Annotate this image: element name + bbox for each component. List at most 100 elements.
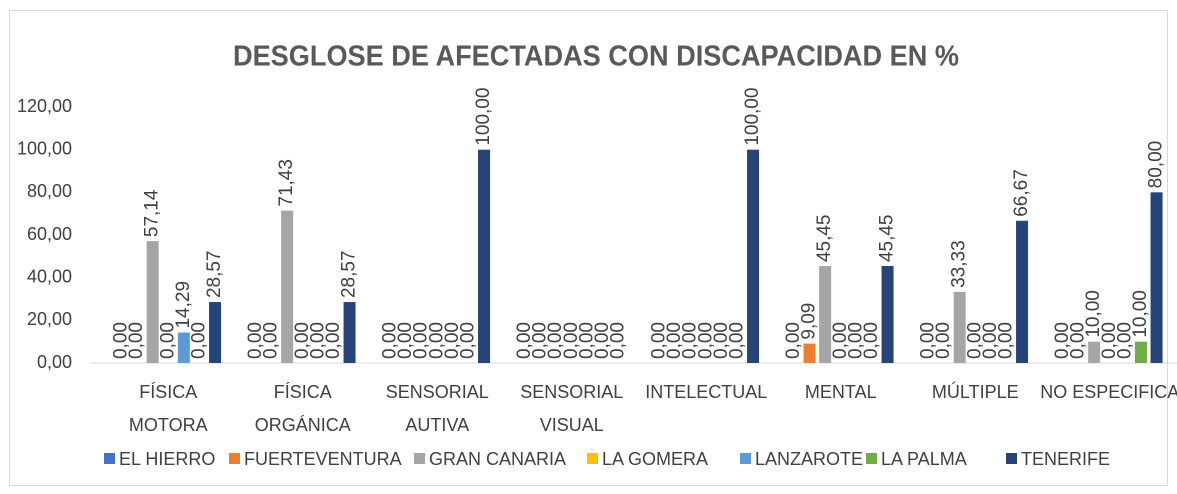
x-tick-label: MÚLTIPLE bbox=[932, 381, 1019, 402]
value-label: 9,09 bbox=[799, 303, 820, 340]
value-label: 0,00 bbox=[861, 322, 882, 359]
value-label: 0,00 bbox=[292, 322, 313, 359]
legend-swatch bbox=[104, 453, 115, 464]
value-label: 28,57 bbox=[339, 251, 360, 299]
bar bbox=[747, 149, 760, 363]
value-label: 0,00 bbox=[995, 322, 1016, 359]
value-label: 0,00 bbox=[307, 322, 328, 359]
value-label: 71,43 bbox=[276, 159, 297, 207]
value-label: 0,00 bbox=[157, 322, 178, 359]
value-label: 10,00 bbox=[1130, 290, 1151, 338]
bar bbox=[881, 266, 894, 363]
value-label: 0,00 bbox=[530, 322, 551, 359]
value-label: 0,00 bbox=[261, 322, 282, 359]
value-label: 33,33 bbox=[949, 240, 970, 288]
bar bbox=[343, 302, 356, 363]
y-tick-label: 100,00 bbox=[17, 138, 72, 158]
value-label: 0,00 bbox=[845, 322, 866, 359]
x-tick-label: INTELECTUAL bbox=[645, 382, 767, 402]
bar bbox=[1150, 192, 1163, 363]
y-tick-label: 80,00 bbox=[27, 181, 72, 201]
chart-frame bbox=[9, 10, 1168, 486]
value-label: 14,29 bbox=[173, 281, 194, 329]
bar bbox=[1134, 341, 1147, 363]
value-label: 66,67 bbox=[1011, 169, 1032, 217]
legend-swatch bbox=[866, 453, 877, 464]
value-label: 0,00 bbox=[411, 322, 432, 359]
value-label: 80,00 bbox=[1146, 141, 1167, 189]
value-label: 0,00 bbox=[110, 322, 131, 359]
value-label: 0,00 bbox=[514, 322, 535, 359]
x-tick-label: NO ESPECIFICA bbox=[1040, 382, 1177, 402]
value-label: 0,00 bbox=[680, 322, 701, 359]
value-label: 0,00 bbox=[245, 322, 266, 359]
value-label: 0,00 bbox=[1114, 322, 1135, 359]
legend-label: TENERIFE bbox=[1021, 449, 1110, 469]
legend-label: GRAN CANARIA bbox=[429, 449, 566, 469]
legend-swatch bbox=[414, 453, 425, 464]
legend-label: LANZAROTE bbox=[755, 449, 863, 469]
value-label: 0,00 bbox=[1099, 322, 1120, 359]
y-tick-label: 120,00 bbox=[17, 96, 72, 116]
value-label: 0,00 bbox=[1068, 322, 1089, 359]
legend-label: LA PALMA bbox=[881, 449, 967, 469]
value-label: 0,00 bbox=[379, 322, 400, 359]
value-label: 0,00 bbox=[561, 322, 582, 359]
value-label: 0,00 bbox=[783, 322, 804, 359]
value-label: 0,00 bbox=[933, 322, 954, 359]
value-label: 0,00 bbox=[980, 322, 1001, 359]
chart-title: DESGLOSE DE AFECTADAS CON DISCAPACIDAD E… bbox=[233, 41, 959, 73]
bar bbox=[146, 241, 159, 363]
value-label: 0,00 bbox=[126, 322, 147, 359]
y-tick-label: 40,00 bbox=[27, 266, 72, 286]
value-label: 0,00 bbox=[576, 322, 597, 359]
y-tick-label: 60,00 bbox=[27, 224, 72, 244]
x-tick-label: FÍSICA MOTORA bbox=[129, 382, 208, 435]
value-label: 0,00 bbox=[426, 322, 447, 359]
legend-label: EL HIERRO bbox=[119, 449, 215, 469]
legend-swatch bbox=[1006, 453, 1017, 464]
x-tick-label: SENSORIAL VISUAL bbox=[520, 382, 623, 435]
value-label: 0,00 bbox=[395, 322, 416, 359]
value-label: 100,00 bbox=[473, 88, 494, 146]
value-label: 0,00 bbox=[648, 322, 669, 359]
value-label: 0,00 bbox=[1052, 322, 1073, 359]
y-tick-label: 0,00 bbox=[37, 352, 72, 372]
value-label: 57,14 bbox=[142, 189, 163, 237]
x-tick-label: FÍSICA ORGÁNICA bbox=[255, 382, 351, 435]
value-label: 0,00 bbox=[592, 322, 613, 359]
value-label: 0,00 bbox=[545, 322, 566, 359]
bar bbox=[803, 343, 816, 363]
legend-swatch bbox=[229, 453, 240, 464]
bar bbox=[281, 210, 294, 363]
bar bbox=[177, 332, 190, 363]
value-label: 0,00 bbox=[188, 322, 209, 359]
bar bbox=[953, 291, 966, 363]
value-label: 0,00 bbox=[964, 322, 985, 359]
bar bbox=[209, 302, 222, 363]
value-label: 100,00 bbox=[742, 88, 763, 146]
value-label: 0,00 bbox=[695, 322, 716, 359]
x-tick-label: MENTAL bbox=[805, 382, 877, 402]
value-label: 0,00 bbox=[664, 322, 685, 359]
x-tick-label: SENSORIAL AUTIVA bbox=[386, 382, 489, 435]
legend-label: LA GOMERA bbox=[602, 449, 708, 469]
bar bbox=[1016, 220, 1029, 363]
bar bbox=[819, 266, 832, 363]
value-label: 0,00 bbox=[323, 322, 344, 359]
bar bbox=[478, 149, 491, 363]
bar bbox=[1088, 341, 1101, 363]
value-label: 0,00 bbox=[917, 322, 938, 359]
value-label: 28,57 bbox=[204, 251, 225, 299]
legend-label: FUERTEVENTURA bbox=[244, 449, 402, 469]
value-label: 0,00 bbox=[608, 322, 629, 359]
value-label: 0,00 bbox=[457, 322, 478, 359]
value-label: 45,45 bbox=[814, 214, 835, 262]
value-label: 0,00 bbox=[442, 322, 463, 359]
legend-swatch bbox=[587, 453, 598, 464]
value-label: 10,00 bbox=[1083, 290, 1104, 338]
value-label: 0,00 bbox=[830, 322, 851, 359]
value-label: 0,00 bbox=[726, 322, 747, 359]
value-label: 0,00 bbox=[711, 322, 732, 359]
